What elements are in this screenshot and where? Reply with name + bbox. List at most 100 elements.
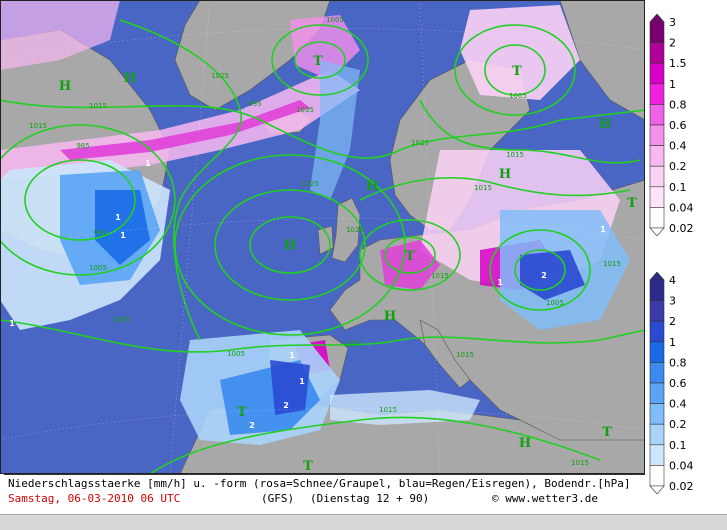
snow-legend-label: 0.04 — [669, 201, 694, 214]
snow-legend-bar: 3 2 1.5 1 0.8 0.6 0.4 0.2 0.1 0.04 0.02 — [649, 14, 694, 236]
svg-text:1025: 1025 — [343, 340, 361, 348]
svg-text:1005: 1005 — [509, 92, 527, 100]
rain-legend: 4 3 2 1 0.8 0.6 0.4 0.2 0.1 0.04 0.02 — [647, 272, 723, 494]
rain-legend-swatch — [649, 423, 665, 446]
rain-legend-label: 4 — [669, 274, 676, 287]
low-label: T — [602, 425, 612, 440]
snow-legend: 3 2 1.5 1 0.8 0.6 0.4 0.2 0.1 0.04 0.02 — [647, 14, 723, 236]
svg-text:1035: 1035 — [296, 106, 314, 114]
rain-legend-swatch — [649, 362, 665, 384]
svg-text:1025: 1025 — [211, 72, 229, 80]
high-label: H — [519, 436, 531, 451]
snow-legend-label: 2 — [669, 37, 676, 50]
svg-text:1: 1 — [600, 225, 606, 234]
svg-text:995: 995 — [93, 229, 106, 237]
svg-text:1005: 1005 — [546, 299, 564, 307]
snow-legend-swatch — [649, 165, 665, 188]
caption-date: Samstag, 06-03-2010 06 UTC — [8, 492, 181, 505]
svg-text:1: 1 — [145, 159, 151, 168]
snow-central-europe — [380, 240, 440, 290]
caption-copyright: © www.wetter3.de — [492, 492, 598, 505]
rain-legend-label: 1 — [669, 336, 676, 349]
isobar-values: 1005 1015 1025 1035 1025 995 1015 1005 1… — [29, 16, 621, 467]
high-label: H — [499, 167, 511, 182]
rain-black-sea-core — [520, 250, 585, 300]
low-label: T — [627, 196, 637, 211]
snow-legend-swatch — [649, 104, 665, 126]
svg-text:1025: 1025 — [301, 180, 319, 188]
rain-legend-label: 0.8 — [669, 356, 687, 369]
snow-legend-label: 1 — [669, 78, 676, 91]
rain-mediterranean — [330, 390, 480, 425]
svg-text:1015: 1015 — [506, 151, 524, 159]
svg-text:1: 1 — [289, 351, 295, 360]
svg-text:1025: 1025 — [346, 226, 364, 234]
high-label: H — [366, 179, 378, 194]
snow-legend-swatch — [649, 42, 665, 64]
bottom-strip — [0, 514, 727, 530]
map-caption: Niederschlagsstaerke [mm/h] u. -form (ro… — [4, 474, 645, 515]
isobars — [0, 19, 645, 474]
svg-text:1015: 1015 — [379, 406, 397, 414]
snow-legend-swatch — [649, 62, 665, 85]
low-label: T — [405, 249, 415, 264]
graticule — [0, 0, 645, 474]
rain-legend-label: 2 — [669, 315, 676, 328]
snow-legend-label: 0.6 — [669, 119, 687, 132]
high-label: H — [284, 238, 296, 253]
low-label: T — [512, 64, 522, 79]
svg-text:1015: 1015 — [29, 122, 47, 130]
rain-legend-swatch — [649, 300, 665, 322]
low-label: T — [303, 459, 313, 474]
snow-band-core — [60, 100, 310, 160]
caption-description: Niederschlagsstaerke [mm/h] u. -form (ro… — [8, 477, 631, 490]
rain-legend-swatch — [649, 444, 665, 466]
high-label: H — [384, 309, 396, 324]
svg-text:1005: 1005 — [227, 350, 245, 358]
rain-west-intense — [95, 190, 150, 265]
svg-text:985: 985 — [76, 142, 89, 150]
low-label: T — [237, 405, 247, 420]
rain-legend-swatch — [649, 320, 665, 343]
rain-legend-swatch — [649, 382, 665, 404]
svg-text:995: 995 — [248, 100, 261, 108]
snow-legend-swatch — [649, 186, 665, 208]
snow-legend-swatch — [649, 145, 665, 167]
snow-legend-swatch — [649, 207, 665, 229]
snow-legend-label: 0.02 — [669, 222, 694, 235]
weather-map: H H H H H H H H T T T T T T T 1005 1015 … — [0, 0, 645, 474]
snow-legend-label: 0.4 — [669, 140, 687, 153]
snow-legend-swatch — [649, 83, 665, 105]
snow-legend-label: 1.5 — [669, 57, 687, 70]
svg-text:1: 1 — [120, 231, 126, 240]
snow-greenland — [290, 15, 360, 80]
rain-legend-label: 0.6 — [669, 377, 687, 390]
high-label: H — [124, 71, 136, 86]
high-label: H — [599, 117, 611, 132]
svg-text:1: 1 — [497, 278, 503, 287]
svg-text:1: 1 — [299, 377, 305, 386]
svg-text:1015: 1015 — [431, 272, 449, 280]
svg-text:1015: 1015 — [456, 351, 474, 359]
svg-text:1: 1 — [9, 319, 15, 328]
low-label: T — [313, 54, 323, 69]
svg-text:1005: 1005 — [326, 16, 344, 24]
rain-legend-swatch — [649, 465, 665, 487]
svg-text:1005: 1005 — [113, 316, 131, 324]
caption-info-row: Samstag, 06-03-2010 06 UTC (GFS) (Dienst… — [4, 492, 645, 509]
svg-text:2: 2 — [249, 421, 255, 430]
svg-text:1: 1 — [115, 213, 121, 222]
snow-legend-label: 3 — [669, 16, 676, 29]
svg-text:1015: 1015 — [474, 184, 492, 192]
snow-legend-label: 0.2 — [669, 160, 687, 173]
snow-precipitation — [0, 0, 620, 375]
rain-legend-bar: 4 3 2 1 0.8 0.6 0.4 0.2 0.1 0.04 0.02 — [649, 272, 694, 494]
caption-model: (GFS) — [261, 492, 295, 505]
svg-text:1015: 1015 — [89, 102, 107, 110]
precip-values: 1 1 1 2 1 1 2 1 1 2 1 — [9, 159, 606, 430]
rain-legend-label: 0.4 — [669, 398, 687, 411]
rain-iberia-intense — [270, 360, 310, 415]
snow-north-lakes — [0, 0, 120, 70]
high-label: H — [59, 79, 71, 94]
rain-legend-label: 3 — [669, 295, 676, 308]
